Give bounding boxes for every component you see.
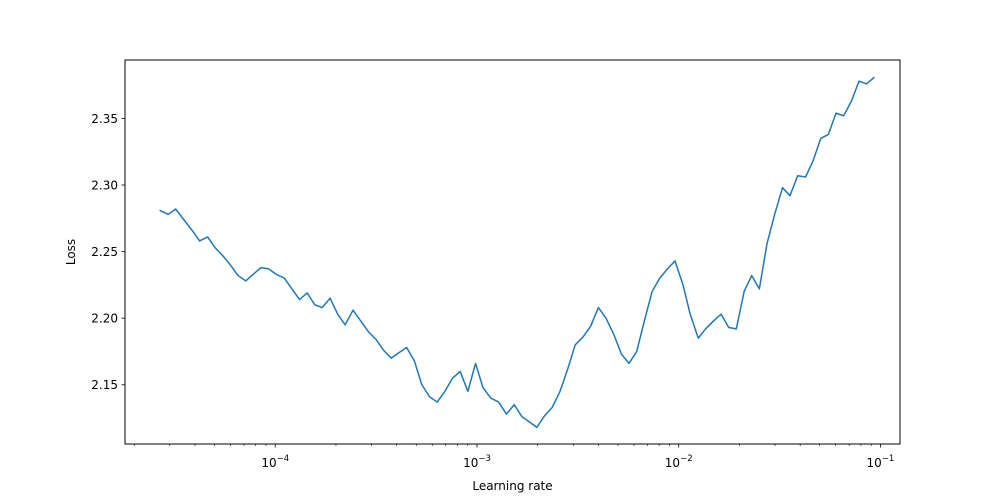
x-tick-label-3: 10−1: [867, 454, 895, 470]
x-tick-label-2: 10−2: [665, 454, 693, 470]
y-tick-label-1: 2.20: [91, 312, 118, 326]
x-tick-label-0: 10−4: [261, 454, 289, 470]
y-tick-label-3: 2.30: [91, 179, 118, 193]
axis-ticks: 10−4 10−3 10−2 10−1 2.15 2.20 2.25 2.30 2.35: [91, 112, 894, 470]
plot-area: [159, 76, 875, 429]
loss-series-line-0: [159, 76, 875, 429]
y-tick-label-4: 2.35: [91, 112, 118, 126]
y-tick-label-0: 2.15: [91, 378, 118, 392]
x-axis-label: Learning rate: [472, 479, 552, 493]
y-tick-label-2: 2.25: [91, 245, 118, 259]
y-axis-label: Loss: [64, 239, 78, 265]
x-tick-label-1: 10−3: [463, 454, 491, 470]
